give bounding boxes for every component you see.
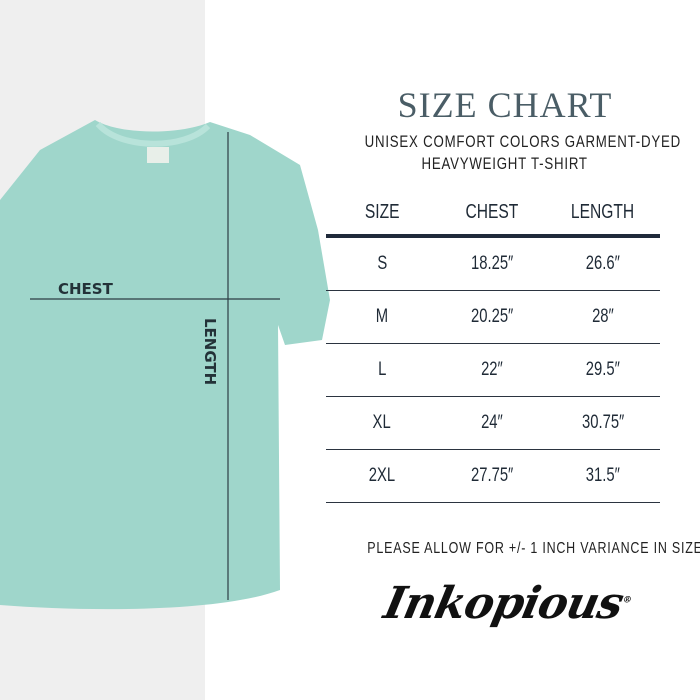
chest-cell: 20.25″ (470, 306, 514, 327)
variance-note: PLEASE ALLOW FOR +/- 1 INCH VARIANCE IN … (320, 540, 700, 558)
length-label: LENGTH (201, 318, 219, 385)
size-cell: XL (372, 412, 392, 433)
chest-cell: 22″ (481, 359, 503, 380)
table-header: SIZE CHEST LENGTH (326, 190, 660, 238)
chest-cell: 24″ (481, 412, 503, 433)
tshirt-shape (0, 120, 330, 610)
length-cell: 29.5″ (585, 359, 621, 380)
column-header-length: LENGTH (571, 200, 635, 223)
column-header-chest: CHEST (465, 200, 519, 223)
table-row: S 18.25″ 26.6″ (326, 238, 660, 291)
table-row: L 22″ 29.5″ (326, 344, 660, 397)
table-row: M 20.25″ 28″ (326, 291, 660, 344)
size-cell: 2XL (368, 465, 396, 486)
chest-cell: 18.25″ (470, 253, 514, 274)
subtitle-line-1: UNISEX COMFORT COLORS GARMENT-DYED (364, 132, 681, 151)
brand-logo: Inkopious® (380, 578, 636, 629)
table-row: 2XL 27.75″ 31.5″ (326, 450, 660, 503)
tshirt-tag (147, 147, 169, 163)
size-cell: M (375, 306, 389, 327)
length-cell: 31.5″ (585, 465, 621, 486)
page-title: SIZE CHART (397, 85, 613, 125)
size-cell: L (377, 359, 387, 380)
tshirt-collar (95, 121, 211, 147)
chest-cell: 27.75″ (470, 465, 514, 486)
length-cell: 30.75″ (581, 412, 625, 433)
chest-label: CHEST (58, 280, 114, 298)
tshirt-diagram: CHEST LENGTH (0, 120, 330, 610)
variance-note-text: PLEASE ALLOW FOR +/- 1 INCH VARIANCE IN … (367, 540, 700, 557)
length-cell: 26.6″ (585, 253, 621, 274)
length-cell: 28″ (592, 306, 614, 327)
column-header-size: SIZE (364, 200, 400, 223)
size-table: SIZE CHEST LENGTH S 18.25″ 26.6″ M 20.25… (326, 190, 660, 503)
table-row: XL 24″ 30.75″ (326, 397, 660, 450)
registered-mark: ® (621, 595, 632, 606)
size-cell: S (377, 253, 387, 274)
subtitle: UNISEX COMFORT COLORS GARMENT-DYED HEAVY… (320, 131, 690, 175)
brand-logo-text: Inkopious (379, 578, 628, 629)
subtitle-line-2: HEAVYWEIGHT T-SHIRT (421, 154, 589, 173)
